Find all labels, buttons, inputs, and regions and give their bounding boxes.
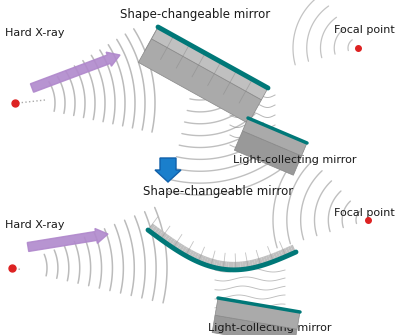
Polygon shape [186,249,192,257]
Polygon shape [268,254,274,263]
Polygon shape [156,229,163,238]
Polygon shape [290,245,296,253]
Text: Light-collecting mirror: Light-collecting mirror [208,323,332,333]
Polygon shape [178,244,185,253]
Polygon shape [252,259,256,268]
Polygon shape [193,252,199,261]
Polygon shape [240,261,243,270]
Polygon shape [245,261,248,269]
Polygon shape [216,260,220,268]
Polygon shape [166,236,173,245]
Polygon shape [218,261,222,269]
Polygon shape [283,248,288,256]
Polygon shape [181,246,187,254]
FancyArrow shape [27,228,108,252]
Polygon shape [213,259,218,268]
Polygon shape [176,243,182,251]
Polygon shape [196,254,202,262]
Polygon shape [191,251,197,260]
Polygon shape [173,241,180,250]
Text: Focal point: Focal point [334,25,395,35]
Polygon shape [263,256,268,264]
Polygon shape [288,246,294,254]
Text: Hard X-ray: Hard X-ray [5,28,64,38]
FancyArrow shape [30,52,120,92]
Polygon shape [153,227,160,236]
Polygon shape [254,259,258,267]
Polygon shape [150,225,158,234]
Polygon shape [215,298,300,329]
Polygon shape [276,251,281,260]
Polygon shape [234,131,302,175]
Polygon shape [242,261,246,269]
Polygon shape [212,315,297,335]
Polygon shape [278,250,284,259]
Polygon shape [258,257,263,266]
Polygon shape [183,247,190,256]
Polygon shape [242,118,307,156]
Polygon shape [236,262,238,270]
Polygon shape [138,39,262,123]
Polygon shape [208,258,213,267]
Polygon shape [266,255,271,263]
Polygon shape [270,253,276,262]
Text: Focal point: Focal point [334,208,395,218]
Polygon shape [168,238,175,246]
Polygon shape [285,247,291,255]
Polygon shape [249,260,253,268]
Polygon shape [148,223,155,232]
Polygon shape [163,234,170,243]
Polygon shape [273,252,278,261]
FancyArrow shape [155,158,181,182]
Polygon shape [198,255,204,263]
Polygon shape [280,249,286,258]
Text: Light-collecting mirror: Light-collecting mirror [233,155,357,165]
Polygon shape [223,261,227,269]
Polygon shape [201,256,206,264]
Polygon shape [228,262,231,270]
Polygon shape [221,261,224,269]
Text: Hard X-ray: Hard X-ray [5,220,64,230]
Polygon shape [233,262,236,270]
Polygon shape [261,257,266,265]
Polygon shape [211,259,215,267]
Polygon shape [247,260,251,269]
Polygon shape [152,27,268,100]
Polygon shape [170,240,178,248]
Text: Shape-changeable mirror: Shape-changeable mirror [120,8,270,21]
Polygon shape [256,258,261,266]
Polygon shape [188,250,194,258]
Text: Shape-changeable mirror: Shape-changeable mirror [143,185,293,198]
Polygon shape [203,257,208,265]
Polygon shape [206,257,211,266]
Polygon shape [226,262,229,270]
Polygon shape [231,262,234,270]
Polygon shape [158,231,165,239]
Polygon shape [160,233,168,241]
Polygon shape [238,262,241,270]
